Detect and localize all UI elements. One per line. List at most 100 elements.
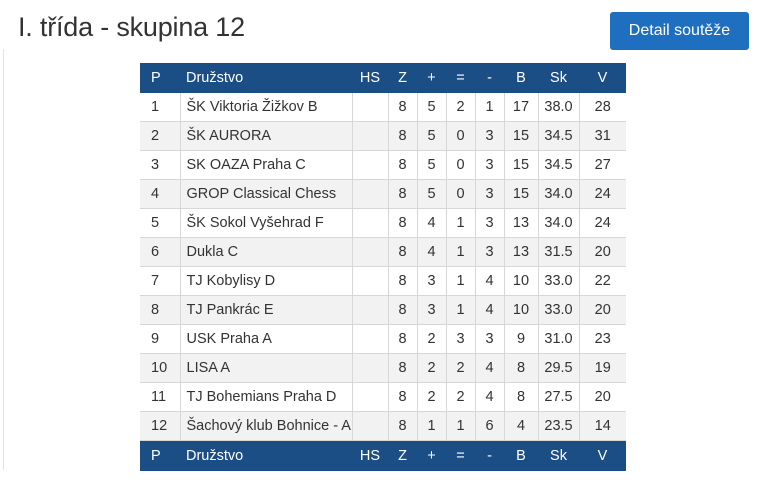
cell-points: 9 [504, 324, 539, 354]
table-row: 3 SK OAZA Praha C 8 5 0 3 15 34.5 27 [140, 150, 626, 180]
table-row: 6 Dukla C 8 4 1 3 13 31.5 20 [140, 237, 626, 267]
cell-team[interactable]: USK Praha A [180, 324, 353, 354]
cell-team[interactable]: LISA A [180, 353, 353, 383]
cell-wins: 3 [417, 295, 447, 325]
cell-team[interactable]: TJ Bohemians Praha D [180, 382, 353, 412]
column-header-team[interactable]: Družstvo [180, 63, 352, 93]
cell-position: 8 [140, 295, 181, 325]
cell-matches: 8 [388, 208, 418, 238]
column-header-wins[interactable]: + [417, 63, 446, 93]
cell-matches: 8 [388, 150, 418, 180]
cell-points: 13 [504, 237, 539, 267]
cell-losses: 3 [475, 324, 505, 354]
cell-losses: 1 [475, 93, 505, 122]
cell-team[interactable]: SK OAZA Praha C [180, 150, 353, 180]
cell-v: 20 [579, 382, 626, 412]
cell-wins: 5 [417, 121, 447, 151]
footer-header-draws: = [446, 440, 475, 471]
cell-wins: 3 [417, 266, 447, 296]
column-header-score[interactable]: Sk [538, 63, 579, 93]
page-title: I. třída - skupina 12 [18, 12, 245, 42]
cell-team[interactable]: TJ Kobylisy D [180, 266, 353, 296]
cell-hs [352, 295, 389, 325]
cell-hs [352, 179, 389, 209]
cell-hs [352, 208, 389, 238]
cell-score: 34.5 [538, 121, 580, 151]
column-header-points[interactable]: B [504, 63, 538, 93]
footer-header-matches: Z [388, 440, 417, 471]
cell-matches: 8 [388, 382, 418, 412]
cell-score: 31.5 [538, 237, 580, 267]
column-header-matches[interactable]: Z [388, 63, 417, 93]
competition-detail-button[interactable]: Detail soutěže [610, 12, 749, 50]
table-row: 7 TJ Kobylisy D 8 3 1 4 10 33.0 22 [140, 266, 626, 296]
cell-team[interactable]: GROP Classical Chess [180, 179, 353, 209]
cell-score: 34.0 [538, 179, 580, 209]
column-header-v[interactable]: V [579, 63, 626, 93]
footer-header-position: P [140, 440, 180, 471]
cell-score: 38.0 [538, 93, 580, 122]
cell-v: 24 [579, 208, 626, 238]
cell-position: 6 [140, 237, 181, 267]
table-row: 4 GROP Classical Chess 8 5 0 3 15 34.0 2… [140, 179, 626, 209]
cell-draws: 1 [446, 208, 476, 238]
standings-table: P Družstvo HS Z + = - B Sk V 1 ŠK Viktor… [140, 63, 626, 471]
table-row: 12 Šachový klub Bohnice - A 8 1 1 6 4 23… [140, 411, 626, 441]
cell-team[interactable]: TJ Pankrác E [180, 295, 353, 325]
cell-score: 23.5 [538, 411, 580, 441]
cell-losses: 3 [475, 121, 505, 151]
column-header-position[interactable]: P [140, 63, 180, 93]
cell-losses: 3 [475, 237, 505, 267]
cell-team[interactable]: ŠK Sokol Vyšehrad F [180, 208, 353, 238]
table-row: 1 ŠK Viktoria Žižkov B 8 5 2 1 17 38.0 2… [140, 93, 626, 122]
cell-hs [352, 150, 389, 180]
table-row: 2 ŠK AURORA 8 5 0 3 15 34.5 31 [140, 121, 626, 151]
footer-header-hs: HS [352, 440, 388, 471]
cell-wins: 4 [417, 208, 447, 238]
cell-v: 22 [579, 266, 626, 296]
cell-losses: 6 [475, 411, 505, 441]
cell-matches: 8 [388, 121, 418, 151]
table-row: 11 TJ Bohemians Praha D 8 2 2 4 8 27.5 2… [140, 382, 626, 412]
cell-team[interactable]: ŠK Viktoria Žižkov B [180, 93, 353, 122]
cell-losses: 4 [475, 353, 505, 383]
cell-position: 5 [140, 208, 181, 238]
cell-matches: 8 [388, 353, 418, 383]
cell-wins: 5 [417, 93, 447, 122]
cell-points: 13 [504, 208, 539, 238]
cell-matches: 8 [388, 266, 418, 296]
cell-position: 7 [140, 266, 181, 296]
cell-hs [352, 353, 389, 383]
cell-points: 8 [504, 353, 539, 383]
cell-team[interactable]: Dukla C [180, 237, 353, 267]
cell-score: 33.0 [538, 295, 580, 325]
cell-matches: 8 [388, 179, 418, 209]
cell-draws: 1 [446, 237, 476, 267]
table-footer-row: P Družstvo HS Z + = - B Sk V [140, 440, 626, 471]
cell-position: 12 [140, 411, 181, 441]
column-header-hs[interactable]: HS [352, 63, 388, 93]
cell-team[interactable]: Šachový klub Bohnice - A [180, 411, 353, 441]
cell-position: 11 [140, 382, 181, 412]
cell-losses: 3 [475, 179, 505, 209]
cell-team[interactable]: ŠK AURORA [180, 121, 353, 151]
cell-matches: 8 [388, 411, 418, 441]
cell-score: 27.5 [538, 382, 580, 412]
cell-wins: 2 [417, 382, 447, 412]
footer-header-losses: - [475, 440, 504, 471]
table-header-row: P Družstvo HS Z + = - B Sk V [140, 63, 626, 93]
cell-wins: 5 [417, 150, 447, 180]
cell-draws: 0 [446, 150, 476, 180]
cell-matches: 8 [388, 237, 418, 267]
column-header-draws[interactable]: = [446, 63, 475, 93]
footer-header-v: V [579, 440, 626, 471]
cell-v: 23 [579, 324, 626, 354]
cell-losses: 3 [475, 150, 505, 180]
table-row: 5 ŠK Sokol Vyšehrad F 8 4 1 3 13 34.0 24 [140, 208, 626, 238]
column-header-losses[interactable]: - [475, 63, 504, 93]
standings-body: 1 ŠK Viktoria Žižkov B 8 5 2 1 1 7 38.0 2… [140, 93, 626, 441]
cell-position: 3 [140, 150, 181, 180]
cell-hs [352, 411, 389, 441]
cell-points: 15 [504, 121, 539, 151]
